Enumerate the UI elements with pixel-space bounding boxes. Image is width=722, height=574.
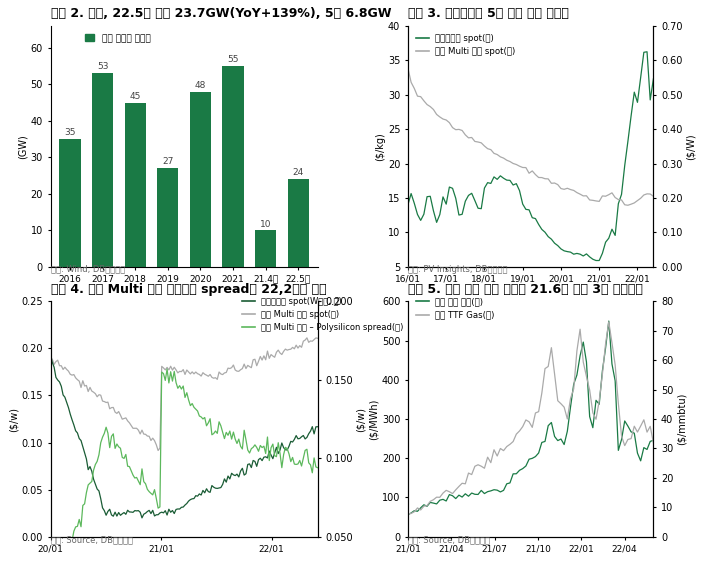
Bar xyxy=(125,103,146,267)
Y-axis label: ($/kg): ($/kg) xyxy=(375,132,385,161)
Text: 자료: Source, DB금융투자: 자료: Source, DB금융투자 xyxy=(408,536,490,544)
Bar xyxy=(287,179,309,267)
Text: 53: 53 xyxy=(97,63,108,72)
Text: 도표 4. 중국 Multi 모듈 기준으로 spread는 22,2월이 저점: 도표 4. 중국 Multi 모듈 기준으로 spread는 22,2월이 저점 xyxy=(51,283,326,296)
Text: 자료: Source, DB금융투자: 자료: Source, DB금융투자 xyxy=(51,536,133,544)
Text: 48: 48 xyxy=(195,81,206,90)
Y-axis label: ($/mmbtu): ($/mmbtu) xyxy=(677,393,686,445)
Bar xyxy=(59,139,81,267)
Text: 27: 27 xyxy=(162,157,173,166)
Text: 도표 5. 독일 전력 선물 가격은 21.6월 대비 3배 수준이다: 도표 5. 독일 전력 선물 가격은 21.6월 대비 3배 수준이다 xyxy=(408,283,643,296)
Bar xyxy=(190,92,211,267)
Bar xyxy=(92,73,113,267)
Y-axis label: ($/w): ($/w) xyxy=(356,406,366,432)
Text: 24: 24 xyxy=(292,168,304,177)
Legend: 폴리실리콘 spot(좌), 중국 Multi 모듈 spot(우): 폴리실리콘 spot(좌), 중국 Multi 모듈 spot(우) xyxy=(412,30,519,59)
Bar xyxy=(222,66,243,267)
Bar xyxy=(255,230,276,267)
Bar xyxy=(157,168,178,267)
Y-axis label: ($/W): ($/W) xyxy=(685,133,695,160)
Text: 45: 45 xyxy=(129,92,141,100)
Y-axis label: ($/MWh): ($/MWh) xyxy=(369,398,379,440)
Y-axis label: ($/w): ($/w) xyxy=(9,406,19,432)
Legend: 중국 태양광 설치량: 중국 태양광 설치량 xyxy=(82,30,154,46)
Legend: 폴리실리콘 spot(W환산, 좌), 중국 Multi 모듈 spot(좌), 중국 Multi 모듈 – Polysilicon spread(우): 폴리실리콘 spot(W환산, 좌), 중국 Multi 모듈 spot(좌),… xyxy=(239,294,407,336)
Text: 35: 35 xyxy=(64,128,76,137)
Text: 도표 3. 폴리실리콘 5월 이후 재차 급반등: 도표 3. 폴리실리콘 5월 이후 재차 급반등 xyxy=(408,7,569,21)
Text: 10: 10 xyxy=(260,220,271,228)
Y-axis label: (GW): (GW) xyxy=(18,134,27,159)
Text: 55: 55 xyxy=(227,55,239,64)
Text: 자료: Wind, DB금융투자: 자료: Wind, DB금융투자 xyxy=(51,265,125,273)
Text: 도표 2. 중국, 22.5월 누적 23.7GW(YoY+139%), 5월 6.8GW: 도표 2. 중국, 22.5월 누적 23.7GW(YoY+139%), 5월 … xyxy=(51,7,391,21)
Text: 자료: PV Insights, DB금융투자: 자료: PV Insights, DB금융투자 xyxy=(408,265,508,273)
Legend: 독일 전력 선물(좌), 유럽 TTF Gas(우): 독일 전력 선물(좌), 유럽 TTF Gas(우) xyxy=(412,294,498,323)
